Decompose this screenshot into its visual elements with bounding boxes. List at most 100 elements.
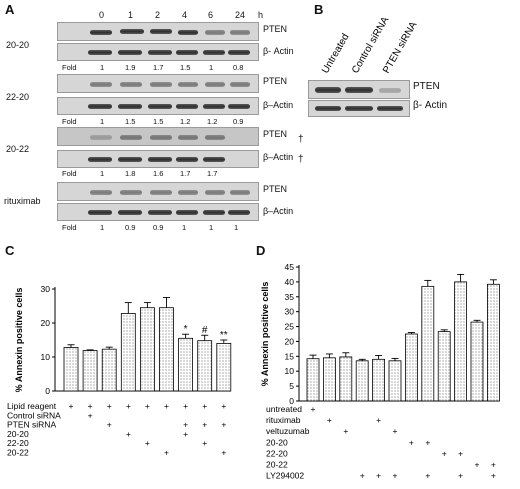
c-plus-mark: + xyxy=(126,401,131,411)
blot-20-22-pten xyxy=(57,127,259,146)
a-20-22-fold-4: 1.7 xyxy=(207,169,218,178)
a-20-22-pten-label: PTEN xyxy=(263,129,288,139)
a-rituximab-fold-5: 1 xyxy=(234,223,239,232)
d-plus-mark: + xyxy=(376,415,381,425)
a-20-22-fold-3: 1.7 xyxy=(180,169,191,178)
a-20-22-dagger-2: † xyxy=(298,154,304,165)
blot-rituximab-actin xyxy=(57,203,259,221)
blot-b-actin xyxy=(308,100,410,117)
d-bar xyxy=(355,360,369,402)
d-bar xyxy=(306,358,320,402)
b-pten-label: PTEN xyxy=(413,81,440,92)
blot-20-20-pten xyxy=(57,22,259,41)
a-20-20-fold-4: 1 xyxy=(209,63,214,72)
a-22-20-actin-label: β–Actin xyxy=(263,100,294,110)
a-20-20-fold-2: 1.7 xyxy=(153,63,164,72)
group-20-20-label: 20-20 xyxy=(6,40,30,50)
c-y-tick-label: 0 xyxy=(45,386,50,396)
panel-b-letter: B xyxy=(314,2,324,17)
c-plus-mark: + xyxy=(126,429,131,439)
a-22-20-fold-5: 0.9 xyxy=(233,117,244,126)
a-20-22-dagger-1: † xyxy=(298,134,304,145)
a-rituximab-actin-label: β–Actin xyxy=(263,206,294,216)
d-row-label: rituximab xyxy=(266,415,301,425)
d-bar xyxy=(486,283,500,402)
c-bar xyxy=(197,340,213,392)
chart-d: % Annexin positive cells 0 5 10 15 20 25 30 35 4… xyxy=(260,262,500,481)
c-y-tick-label: 30 xyxy=(41,284,51,294)
a-20-22-fold-1: 1.8 xyxy=(125,169,136,178)
a-20-20-fold-5: 0.8 xyxy=(233,63,244,72)
a-22-20-fold-0: 1 xyxy=(100,117,105,126)
d-bar xyxy=(323,357,336,402)
d-y-tick-label: 15 xyxy=(285,351,295,361)
d-row-label: LY294002 xyxy=(266,471,304,481)
d-y-tick-label: 5 xyxy=(289,381,294,391)
d-bar xyxy=(404,333,418,402)
a-22-20-fold-3: 1.2 xyxy=(180,117,191,126)
c-plus-mark: + xyxy=(69,401,74,411)
a-22-20-pten-label: PTEN xyxy=(263,76,288,86)
a-20-20-actin-label: β- Actin xyxy=(263,46,294,56)
a-rituximab-fold-0: 1 xyxy=(100,223,105,232)
lane-untreated-label: Untreated xyxy=(320,32,351,76)
c-plus-mark: + xyxy=(107,401,112,411)
c-bar xyxy=(178,337,194,392)
d-plus-mark: + xyxy=(376,471,381,481)
time-4: 4 xyxy=(182,10,188,20)
a-22-20-fold-4: 1.2 xyxy=(207,117,218,126)
group-22-20-label: 22-20 xyxy=(6,92,30,102)
c-bar xyxy=(159,307,174,392)
a-20-22-fold-0: 1 xyxy=(100,169,105,178)
c-y-tick-label: 20 xyxy=(41,318,51,328)
d-plus-mark: + xyxy=(442,448,447,458)
chart-c: % Annexin positive cells 0 10 20 30 * # ** Li… xyxy=(7,284,232,458)
time-24: 24 xyxy=(235,10,246,20)
blot-b-pten xyxy=(308,80,410,99)
c-y-tick-label: 10 xyxy=(41,352,51,362)
d-row-label: veltuzumab xyxy=(266,426,310,436)
a-rituximab-fold-label: Fold xyxy=(62,223,77,232)
a-rituximab-fold-3: 1 xyxy=(182,223,187,232)
time-0: 0 xyxy=(99,10,105,20)
c-plus-mark: + xyxy=(183,401,188,411)
panel-b-lane-labels: Untreated Control siRNA PTEN siRNA xyxy=(320,15,420,76)
c-bar xyxy=(139,307,155,392)
c-plus-mark: + xyxy=(183,429,188,439)
d-row-label: 20-20 xyxy=(266,437,288,447)
a-20-22-fold-label: Fold xyxy=(62,169,77,178)
c-bar xyxy=(63,347,79,392)
d-bar xyxy=(437,331,451,402)
d-plus-mark: + xyxy=(425,437,430,447)
d-y-tick-label: 10 xyxy=(285,366,295,376)
c-plus-mark: + xyxy=(202,438,207,448)
group-rituximab-label: rituximab xyxy=(4,196,41,206)
d-plus-mark: + xyxy=(409,437,414,447)
c-significance-mark: * xyxy=(184,324,188,335)
c-plus-mark: + xyxy=(221,420,226,430)
d-plus-mark: + xyxy=(327,415,332,425)
c-row-label: Control siRNA xyxy=(7,410,61,420)
d-bar xyxy=(470,321,484,402)
d-plus-mark: + xyxy=(458,471,463,481)
c-plus-mark: + xyxy=(202,420,207,430)
c-plus-mark: + xyxy=(183,420,188,430)
a-20-20-fold-3: 1.5 xyxy=(180,63,191,72)
b-actin-label: β- Actin xyxy=(413,100,448,111)
c-bar xyxy=(101,348,117,392)
blot-22-20-pten xyxy=(57,74,259,93)
c-bar xyxy=(82,350,98,392)
c-row-label: PTEN siRNA xyxy=(7,420,56,430)
c-significance-mark: ** xyxy=(220,330,228,341)
blot-20-22-actin xyxy=(57,150,259,168)
d-plus-mark: + xyxy=(343,426,348,436)
a-22-20-fold-1: 1.5 xyxy=(125,117,136,126)
d-y-tick-label: 45 xyxy=(285,262,295,272)
d-plus-mark: + xyxy=(311,404,316,414)
panel-c-letter: C xyxy=(5,243,15,258)
c-significance-mark: # xyxy=(202,325,208,336)
d-y-tick-label: 40 xyxy=(285,277,295,287)
c-plus-mark: + xyxy=(145,438,150,448)
c-bar xyxy=(216,343,232,392)
c-plus-mark: + xyxy=(164,401,169,411)
